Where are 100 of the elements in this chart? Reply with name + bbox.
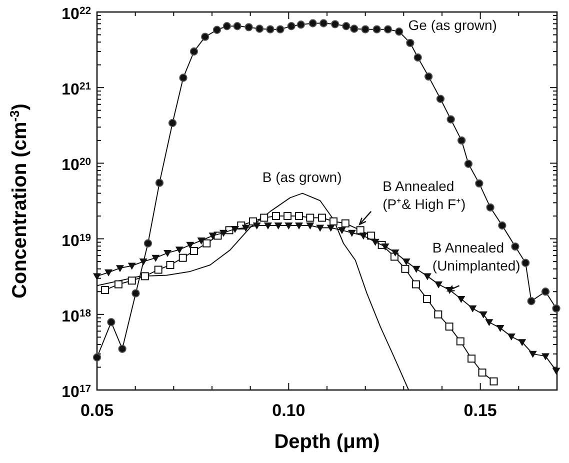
point [361,25,370,34]
point [326,224,335,232]
point [276,25,284,34]
point [178,254,187,262]
point [490,377,498,386]
point [201,32,210,41]
point [528,350,537,358]
point [330,20,340,28]
point [155,178,164,187]
point [107,318,116,326]
point [338,227,346,234]
point [371,238,380,246]
point [348,230,356,237]
point [166,261,174,270]
point [542,353,550,360]
point [208,232,217,240]
point [423,273,432,280]
point [132,289,140,298]
point [391,249,400,256]
point [128,262,136,270]
point [434,310,442,318]
point [468,305,477,312]
point [92,353,102,362]
y-tick-label: 10$^{22}$ [62,6,92,23]
y-tick-label: 10$^{19}$ [62,232,92,250]
point [295,222,304,230]
point [140,272,149,280]
point [507,334,516,341]
point [446,115,455,124]
x-axis-title: Depth (μm) [274,431,380,453]
point [401,264,410,273]
point [128,276,136,285]
y-tick-label: 10$^{18}$ [62,308,92,326]
point [186,242,194,249]
point [306,214,314,222]
point [190,246,198,255]
point [552,368,560,375]
point [104,269,112,276]
point [367,232,376,240]
point [486,203,494,212]
point [242,224,250,232]
point [479,311,488,318]
point [372,25,381,34]
point [197,237,206,244]
point [434,281,443,288]
point [296,20,306,29]
point [316,224,324,232]
point [244,23,253,32]
point [233,22,242,30]
x-tick-label: 0.15 [464,401,497,420]
point [518,339,526,346]
point [498,221,506,230]
point [457,136,466,145]
point [272,212,280,220]
point [342,22,350,30]
point [260,214,268,222]
point [485,319,494,326]
point [287,22,296,30]
point [394,28,404,36]
point [222,22,232,30]
point [475,179,484,188]
point [101,286,110,294]
point [527,296,536,306]
point [423,294,432,303]
point [252,222,261,230]
y-tick-label: 10$^{20}$ [62,156,92,174]
y-tick-label: 10$^{21}$ [62,81,92,99]
point [274,222,282,230]
point [541,288,550,296]
point [154,266,162,274]
point [255,24,264,33]
point [190,47,198,56]
point [359,232,368,240]
point [168,118,177,128]
point [330,217,338,226]
point [457,296,466,303]
point [414,53,422,62]
legend-label: B Annealed (Unimplanted) [432,239,520,274]
point [202,239,211,248]
point [478,368,486,377]
point [341,219,350,228]
x-tick-label: 0.10 [272,401,306,420]
point [284,212,292,220]
point [406,38,414,48]
point [350,24,358,33]
point [424,72,433,81]
point [521,258,530,267]
point [179,74,188,82]
point [412,266,420,273]
point [468,354,476,363]
point [456,337,464,346]
point [231,226,239,233]
x-tick-label: 0.05 [80,401,114,420]
point [264,222,272,230]
point [164,250,172,257]
point [384,25,392,34]
point [114,280,122,288]
point [308,19,317,28]
series-label: Ge (as grown) [408,16,497,33]
point [152,254,160,262]
